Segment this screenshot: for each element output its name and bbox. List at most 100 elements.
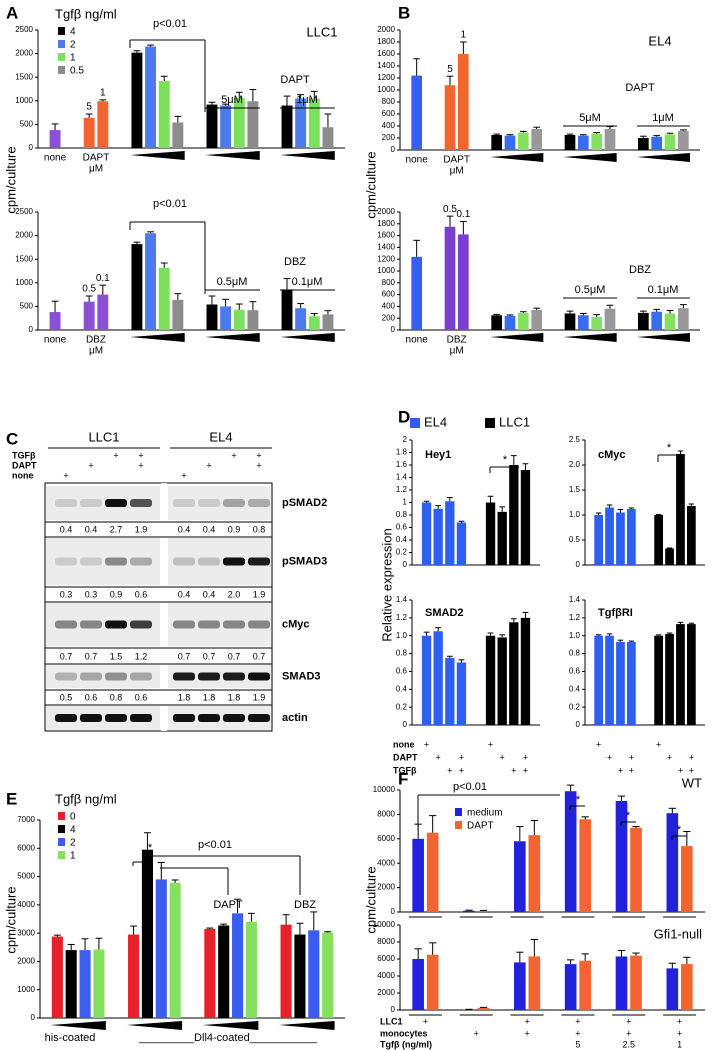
bar	[664, 313, 676, 330]
y-tick-label: 0.6	[396, 523, 408, 532]
bar	[591, 133, 602, 150]
bar	[638, 312, 649, 330]
band-quant: 1.8	[178, 692, 191, 702]
y-tick-label: 1000	[15, 278, 33, 287]
y-tick-label: 1400	[377, 243, 395, 252]
y-tick-label: 1400	[377, 61, 395, 70]
panel-label: D	[398, 407, 410, 426]
band	[130, 557, 152, 566]
annotation: 0.5μM	[575, 284, 606, 296]
bar	[491, 315, 502, 330]
y-tick-label: 1000	[15, 96, 33, 105]
y-tick-label: 7000	[17, 815, 35, 824]
chart-title: WT	[682, 775, 702, 790]
bar	[630, 955, 642, 1010]
bar	[145, 46, 157, 148]
bar	[128, 934, 140, 1018]
bar-label: 1	[461, 30, 467, 41]
band	[248, 620, 270, 629]
treatment-mark: +	[677, 1028, 682, 1038]
y-tick-label: 0	[391, 145, 396, 154]
bar-label: 5	[447, 64, 453, 75]
y-tick-label: 2500	[15, 25, 33, 34]
bar	[172, 122, 184, 148]
bar	[616, 641, 625, 725]
treatment-mark: +	[436, 752, 441, 762]
legend-label: 0	[70, 812, 76, 823]
treatment-mark: +	[423, 1016, 428, 1026]
annotation: DAPT	[625, 82, 655, 94]
band	[55, 672, 77, 681]
y-tick-label: 0.2	[396, 548, 408, 557]
bar	[518, 312, 529, 330]
annotation: p<0.01	[198, 839, 232, 851]
blot-gap	[161, 483, 167, 731]
treatment-mark: +	[656, 739, 661, 749]
y-tick-label: 1.4	[396, 473, 408, 482]
x-category-label: DBZ	[86, 335, 106, 346]
annotation: *	[503, 454, 508, 466]
band-quant: 0.9	[110, 589, 123, 599]
bar	[421, 635, 432, 725]
bar	[83, 301, 95, 330]
blot-strip	[168, 486, 271, 520]
band-quant: 2.7	[110, 524, 123, 534]
bar	[531, 309, 542, 330]
band-quant: 0.4	[203, 589, 216, 599]
legend-swatch	[455, 821, 462, 829]
treatment-mark: 5	[575, 1039, 580, 1049]
y-tick-label: 0	[31, 1013, 36, 1022]
band-quant: 1.9	[135, 524, 148, 534]
band-quant: 1.2	[135, 651, 148, 661]
band	[198, 714, 220, 722]
band	[80, 499, 102, 507]
band-quant: 1.9	[253, 692, 266, 702]
bar	[594, 635, 603, 725]
treatment-mark: +	[524, 1028, 529, 1038]
bar	[172, 299, 184, 330]
treatment-mark: +	[500, 752, 505, 762]
y-tick-label: 1.8	[396, 448, 408, 457]
y-axis-label: Relative expression	[379, 528, 394, 641]
treatment-mark: +	[488, 739, 493, 749]
y-tick-label: 4000	[17, 900, 35, 909]
treatment-label: monocytes	[380, 1028, 428, 1038]
legend-swatch	[410, 418, 420, 428]
annotation: DBZ	[294, 899, 316, 911]
bar	[445, 501, 455, 565]
bar	[678, 130, 689, 150]
bar	[322, 127, 334, 148]
treatment-mark: +	[626, 1028, 631, 1038]
dose-wedge	[130, 151, 185, 160]
bar	[295, 308, 307, 330]
bar	[564, 791, 577, 912]
annotation: 5μM	[221, 94, 243, 106]
bar	[433, 508, 443, 565]
x-category-label: μM	[89, 164, 103, 175]
band	[248, 714, 270, 722]
treatment-label: none	[12, 470, 34, 480]
band-quant: 0.7	[178, 651, 191, 661]
treatment-mark: +	[256, 450, 261, 460]
band-label: pSMAD3	[282, 555, 327, 567]
y-tick-label: 0	[29, 143, 34, 152]
annotation: *	[576, 794, 581, 806]
bar-label: 0.1	[96, 273, 110, 284]
bar	[206, 104, 218, 148]
band	[223, 557, 245, 566]
y-tick-label: 0	[403, 720, 408, 729]
band-quant: 1.9	[253, 589, 266, 599]
treatment-mark: +	[689, 765, 694, 775]
legend-title: Tgfβ ng/ml	[55, 791, 117, 806]
legend-swatch	[455, 808, 462, 816]
annotation: 1μM	[652, 112, 674, 124]
bar	[681, 846, 693, 912]
dose-wedge	[205, 151, 260, 160]
bar	[426, 832, 439, 912]
annotation: 1μM	[296, 94, 318, 106]
dose-wedge	[50, 1021, 106, 1030]
legend-swatch	[58, 825, 65, 833]
bar	[665, 633, 674, 725]
y-tick-label: 2500	[15, 207, 33, 216]
y-tick-label: 1000	[377, 266, 395, 275]
